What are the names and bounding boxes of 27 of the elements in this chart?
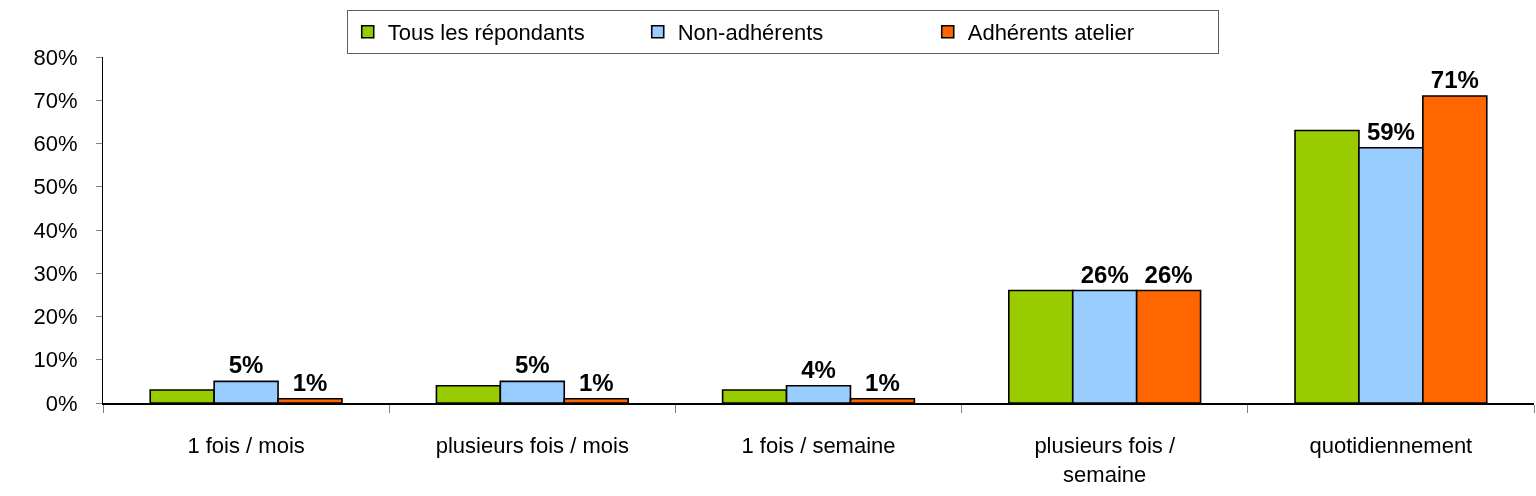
y-tick-label: 50% <box>33 174 78 200</box>
legend-label: Adhérents atelier <box>967 20 1135 46</box>
x-tick-label: 1 fois / semaine <box>741 433 896 459</box>
x-tick-label: quotidiennement <box>1309 433 1473 459</box>
data-label: 4% <box>801 355 836 383</box>
data-label: 1% <box>865 368 900 396</box>
data-label: 26% <box>1144 260 1193 288</box>
y-tick-label: 10% <box>33 347 78 373</box>
data-label: 1% <box>578 368 614 396</box>
y-tick-label: 30% <box>33 260 78 286</box>
x-tick-label: plusieurs fois / semaine <box>1034 433 1176 487</box>
y-tick-label: 20% <box>33 304 78 330</box>
y-tick-label: 60% <box>33 131 78 157</box>
y-tick-label: 70% <box>33 87 78 113</box>
data-label: 59% <box>1366 117 1415 145</box>
data-label: 26% <box>1080 260 1129 288</box>
data-label: 71% <box>1430 65 1479 93</box>
x-tick-label: 1 fois / mois <box>187 433 305 459</box>
data-label: 1% <box>292 368 328 396</box>
data-label: 5% <box>514 351 550 379</box>
x-tick-label: plusieurs fois / mois <box>435 433 629 459</box>
y-tick-label: 40% <box>33 217 78 243</box>
y-tick-label: 80% <box>33 44 78 70</box>
legend-label: Non-adhérents <box>677 20 824 46</box>
legend-label: Tous les répondants <box>387 20 585 46</box>
y-tick-label: 0% <box>45 390 78 416</box>
data-label: 5% <box>228 351 264 379</box>
